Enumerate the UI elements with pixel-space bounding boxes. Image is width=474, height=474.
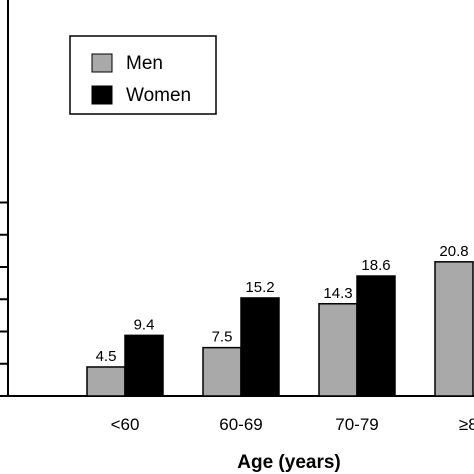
x-tick-label: ≥80 [459, 415, 474, 434]
bar-men [318, 303, 358, 397]
data-label: 9.4 [134, 316, 155, 333]
x-tick-label: <60 [111, 415, 140, 434]
legend-label-women: Women [126, 85, 191, 106]
bars [86, 261, 474, 397]
legend-swatch-men [91, 53, 113, 73]
legend-swatch-women [91, 85, 113, 105]
data-label: 14.3 [323, 285, 352, 302]
bar-women [240, 297, 280, 397]
x-tick-label: 60-69 [219, 415, 262, 434]
bar-men [86, 366, 126, 397]
bar-women [356, 275, 396, 397]
bar-women [124, 334, 164, 397]
data-label: 18.6 [361, 257, 390, 274]
data-label: 15.2 [245, 279, 274, 296]
data-label: 20.8 [439, 243, 468, 260]
data-labels: 4.5 9.4 7.5 15.2 14.3 18.6 20.8 [96, 243, 469, 365]
bar-men [202, 346, 242, 397]
legend: Men Women [69, 35, 217, 115]
x-tick-labels: <60 60-69 70-79 ≥80 [111, 415, 474, 434]
x-tick-label: 70-79 [335, 415, 378, 434]
legend-label-men: Men [126, 53, 163, 74]
data-label: 4.5 [96, 348, 117, 365]
data-label: 7.5 [212, 329, 233, 346]
y-axis-ticks [0, 201, 8, 397]
bar-men [434, 261, 474, 397]
x-axis-title: Age (years) [237, 452, 341, 473]
